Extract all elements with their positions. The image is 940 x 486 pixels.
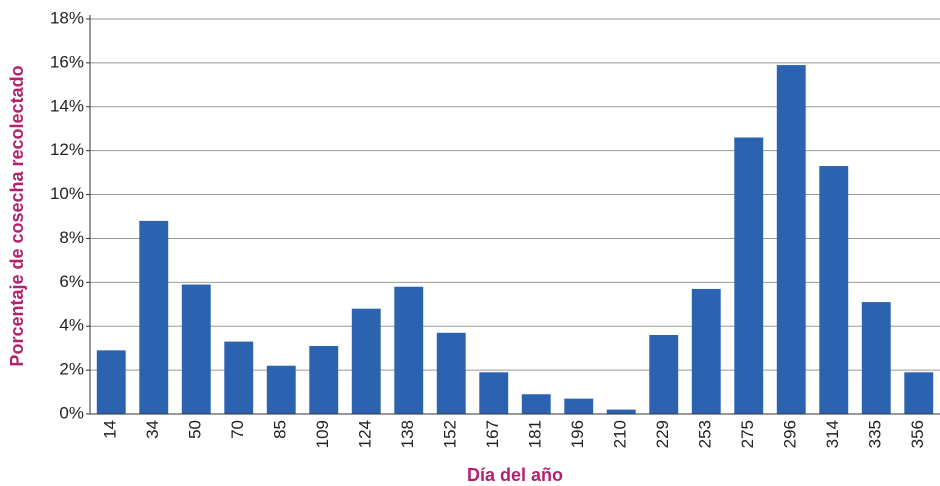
bar [564,398,594,414]
bar [266,365,296,414]
x-tick-label: 296 [781,420,800,448]
x-tick-label: 253 [696,420,715,448]
y-tick-label: 18% [50,8,84,27]
y-tick-label: 2% [59,360,84,379]
bar [224,341,254,414]
bar [139,220,169,414]
bar [479,372,509,414]
x-tick-label: 196 [568,420,587,448]
x-tick-label: 14 [101,420,120,439]
bar [606,409,636,414]
x-tick-label: 314 [823,420,842,448]
y-tick-label: 16% [50,52,84,71]
bar [351,308,381,414]
y-tick-label: 12% [50,140,84,159]
x-tick-label: 335 [866,420,885,448]
x-axis-title: Día del año [467,465,563,485]
bar [181,284,211,414]
y-tick-label: 0% [59,403,84,422]
x-tick-label: 275 [738,420,757,448]
x-tick-label: 85 [271,420,290,439]
x-tick-label: 124 [356,420,375,448]
x-tick-label: 229 [653,420,672,448]
y-tick-label: 4% [59,316,84,335]
x-tick-label: 138 [398,420,417,448]
x-tick-label: 109 [313,420,332,448]
x-tick-label: 70 [228,420,247,439]
bar [691,288,721,414]
x-tick-label: 210 [611,420,630,448]
y-tick-label: 10% [50,184,84,203]
y-tick-label: 14% [50,96,84,115]
bar [649,335,679,414]
bar [521,394,551,414]
x-tick-label: 181 [526,420,545,448]
bar [394,286,424,414]
y-tick-label: 8% [59,228,84,247]
x-tick-label: 50 [186,420,205,439]
x-tick-label: 34 [143,420,162,439]
x-tick-label: 167 [483,420,502,448]
bar [309,345,339,414]
y-axis-title: Porcentaje de cosecha recolectado [7,65,27,366]
x-tick-label: 152 [441,420,460,448]
y-tick-label: 6% [59,272,84,291]
bar [904,372,934,414]
bar [819,166,849,414]
bar [96,350,126,414]
x-tick-label: 356 [908,420,927,448]
bar [776,65,806,414]
bar [861,302,891,414]
bar [436,332,466,414]
bar [734,137,764,414]
